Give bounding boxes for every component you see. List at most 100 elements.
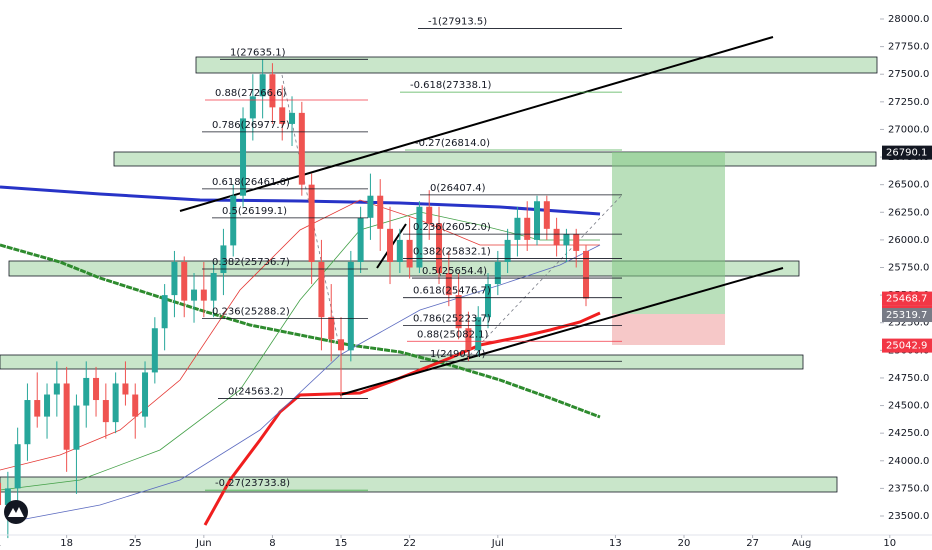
candle-body (338, 339, 345, 351)
candle-body (269, 74, 276, 108)
fib-label: 0.786(26977.7) (212, 120, 290, 131)
zone (8, 260, 800, 277)
candle-body (563, 234, 570, 246)
candle-body (112, 383, 119, 423)
x-tick-label: 13 (609, 538, 622, 549)
candle-body (416, 206, 423, 268)
axes: 23500.0 23750.0 24000.0 24250.0 24500.0 24750… (0, 14, 932, 549)
trend-line (339, 267, 784, 396)
zone (0, 476, 838, 493)
candle-body (4, 488, 11, 505)
trend-line (179, 36, 774, 212)
fib-label: 0.618(25476.7) (413, 286, 491, 297)
y-tick-label: 27750.0 (888, 42, 929, 53)
candle-body (14, 444, 21, 489)
fib-label: 0.5(26199.1) (222, 206, 287, 217)
y-tick-label: 27500.0 (888, 69, 929, 80)
candle-body (34, 400, 41, 417)
fib-label: -1(27913.5) (428, 17, 487, 28)
candle-body (151, 328, 158, 373)
y-tick-label: 28000.0 (888, 14, 929, 25)
x-tick-label: 15 (335, 538, 348, 549)
candle-body (445, 273, 452, 296)
ma-thin-green (0, 211, 600, 491)
fib-label: 1(27635.1) (230, 47, 286, 58)
fib-label: -0.27(23733.8) (215, 478, 290, 489)
zone (195, 56, 878, 74)
candle-body (83, 377, 90, 406)
y-tick-label: 26000.0 (888, 235, 929, 246)
y-tick-label: 26250.0 (888, 207, 929, 218)
indicators (0, 36, 784, 526)
candle-body (406, 239, 413, 268)
zone (0, 354, 804, 370)
candle-body (426, 206, 433, 224)
x-tick-label: 27 (746, 538, 759, 549)
candle-body (396, 239, 403, 262)
x-tick-label: 18 (60, 538, 73, 549)
candle-body (367, 195, 374, 218)
price-label: 25042.9 (886, 341, 927, 352)
candle-body (249, 96, 256, 119)
fib-label: 0(24563.2) (228, 387, 284, 398)
logo-circle (4, 500, 28, 524)
candle-body (377, 195, 384, 229)
candle-body (298, 112, 305, 185)
candle-body (240, 118, 247, 196)
zones (0, 56, 878, 493)
y-tick-label: 27250.0 (888, 97, 929, 108)
candle-body (142, 372, 149, 417)
candles (0, 59, 590, 539)
candle-body (485, 284, 492, 318)
candle-body (0, 482, 2, 505)
fib-label: 0.236(26052.0) (413, 222, 491, 233)
fib-label: 0.382(25736.7) (212, 257, 290, 268)
candle-body (514, 217, 521, 240)
y-tick-label: 24750.0 (888, 373, 929, 384)
price-label-box (882, 145, 932, 160)
y-tick-label: 25750.0 (888, 263, 929, 274)
fib-label: -0.618(27338.1) (410, 80, 491, 91)
fib-label: 0.618(26461.6) (212, 177, 290, 188)
long-stop (612, 314, 725, 345)
price-axis (880, 0, 932, 550)
x-tick-label: 8 (269, 538, 275, 549)
price-label-box (882, 338, 932, 353)
candle-body (289, 112, 296, 124)
x-tick-label: 10 (883, 538, 896, 549)
candle-body (279, 107, 286, 124)
price-label: 26790.1 (886, 148, 927, 159)
candle-body (73, 405, 80, 450)
candle-body (475, 317, 482, 351)
candle-body (573, 234, 580, 251)
y-tick-label: 24000.0 (888, 456, 929, 467)
candle-body (357, 217, 364, 262)
y-tick-label: 23750.0 (888, 483, 929, 494)
candle-body (93, 377, 100, 401)
y-tick-label: 27000.0 (888, 124, 929, 135)
y-tick-label: 23500.0 (888, 511, 929, 522)
candle-body (53, 383, 60, 395)
x-tick-label: 1 (0, 538, 1, 549)
candle-body (220, 245, 227, 274)
annotations: -1(27913.5) 1(27635.1) -0.618(27338.1) 0.88… (202, 17, 622, 491)
price-label-box (882, 291, 932, 306)
candle-body (181, 261, 188, 301)
y-tick-label: 25250.0 (888, 318, 929, 329)
logo (4, 500, 28, 524)
ma-red (203, 311, 601, 526)
x-tick-label: Jul (491, 538, 504, 549)
price-label-box (882, 308, 932, 323)
candle-body (230, 195, 237, 246)
logo-mark (8, 507, 24, 517)
fib-label: 0.88(25082.1) (417, 329, 489, 340)
fib-label: 0(26407.4) (430, 183, 486, 194)
candle-body (259, 74, 266, 97)
candle-body (171, 261, 178, 296)
fib-trend (469, 194, 623, 356)
fib-label: -0.27(26814.0) (415, 138, 490, 149)
candle-body (543, 201, 550, 229)
fib-label: 0.236(25288.2) (212, 307, 290, 318)
candle-body (200, 289, 207, 301)
